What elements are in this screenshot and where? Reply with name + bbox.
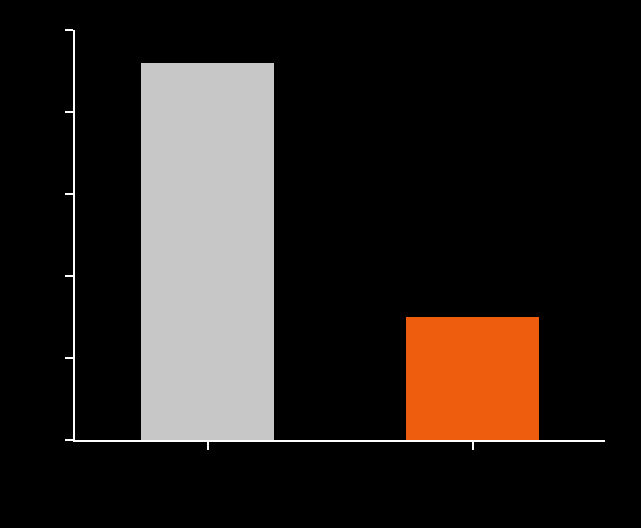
bar-chart	[0, 0, 641, 528]
x-tick	[472, 442, 474, 450]
y-tick	[65, 275, 73, 277]
x-tick	[207, 442, 209, 450]
y-tick	[65, 357, 73, 359]
y-axis	[73, 30, 75, 440]
bar-1	[141, 63, 274, 440]
x-axis	[73, 440, 605, 442]
y-tick	[65, 111, 73, 113]
bar-2	[406, 317, 539, 440]
y-tick	[65, 439, 73, 441]
y-tick	[65, 29, 73, 31]
y-tick	[65, 193, 73, 195]
